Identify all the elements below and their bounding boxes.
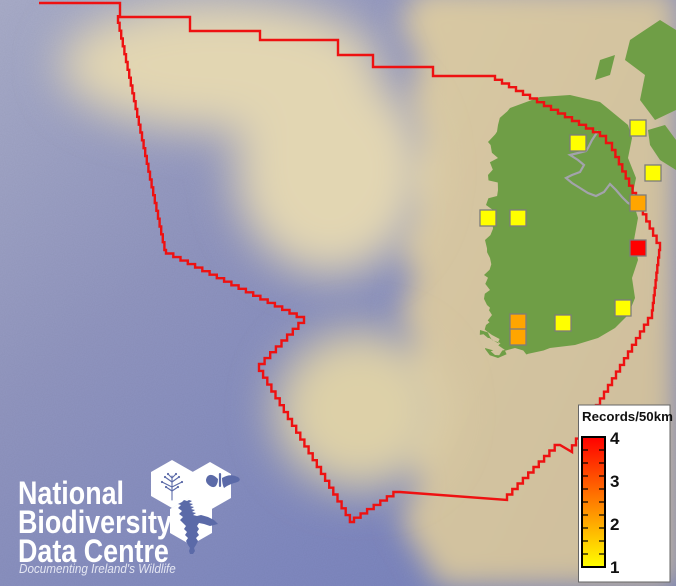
svg-text:3: 3 [610,472,619,491]
svg-text:1: 1 [610,558,619,577]
svg-text:2: 2 [610,515,619,534]
svg-text:4: 4 [610,429,620,448]
svg-text:Documenting Ireland's Wildlife: Documenting Ireland's Wildlife [19,561,176,576]
svg-text:Records/50km: Records/50km [582,409,673,424]
